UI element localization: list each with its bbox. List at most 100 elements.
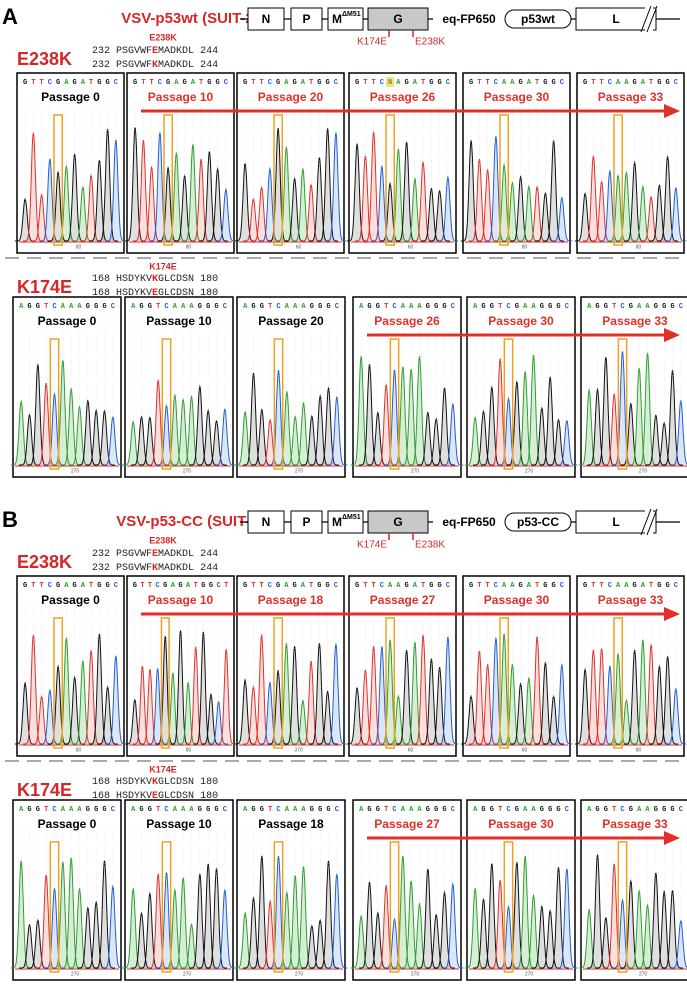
row-label: E238K <box>17 552 72 572</box>
mutation-highlight <box>617 338 628 470</box>
base-letter: G <box>243 582 247 590</box>
genome-break <box>645 507 653 537</box>
base-letter: C <box>679 806 683 814</box>
base-letter: A <box>285 806 290 814</box>
base-letter: G <box>214 303 218 311</box>
base-letter: T <box>649 79 653 87</box>
alignment-residue: E <box>152 46 158 57</box>
gene-superscript: ΔM51 <box>342 11 361 18</box>
peak <box>670 919 687 969</box>
chromatogram-frame <box>576 72 685 254</box>
base-letter: G <box>102 303 106 311</box>
base-letter: A <box>189 806 194 814</box>
passage-label: Passage 10 <box>146 817 212 831</box>
base-letter: G <box>148 806 152 814</box>
base-letter: C <box>164 303 168 311</box>
base-letter: G <box>367 303 371 311</box>
position-label: 270 <box>639 971 648 977</box>
base-letter: A <box>531 303 536 311</box>
mutation-highlight <box>613 114 623 246</box>
base-letter: A <box>301 582 306 590</box>
base-letter: G <box>260 806 264 814</box>
base-letter: C <box>674 582 678 590</box>
gene-label: L <box>612 12 619 26</box>
base-letter: G <box>260 303 264 311</box>
mutation-highlight <box>499 114 509 246</box>
base-letter: G <box>662 806 666 814</box>
mutation-marker: E238K <box>415 540 445 551</box>
base-letter: T <box>89 582 93 590</box>
base-letter: C <box>380 582 384 590</box>
base-letter: A <box>171 582 176 590</box>
base-letter: G <box>438 79 442 87</box>
passage-label: Passage 27 <box>370 593 436 607</box>
base-letter: A <box>131 303 136 311</box>
base-letter: A <box>417 303 422 311</box>
slash <box>646 5 658 33</box>
passage-label: Passage 26 <box>370 90 436 104</box>
base-letter: T <box>372 582 376 590</box>
base-letter: G <box>438 582 442 590</box>
base-letter: G <box>595 303 599 311</box>
base-letter: C <box>114 582 118 590</box>
base-letter: T <box>612 806 616 814</box>
base-letter: A <box>173 806 178 814</box>
alignment-post: MADKDL <box>158 563 194 574</box>
base-letter: G <box>23 79 27 87</box>
position-label: 270 <box>183 971 192 977</box>
alignment-pre: HSDYKV <box>116 274 152 285</box>
base-letter: G <box>243 79 247 87</box>
passage-label: Passage 30 <box>488 817 554 831</box>
position-label: 80 <box>76 747 82 753</box>
base-letter: A <box>523 806 528 814</box>
passage-label: Passage 20 <box>258 314 324 328</box>
base-letter: C <box>223 303 227 311</box>
base-letter: T <box>251 79 255 87</box>
base-letter: G <box>654 303 658 311</box>
slash <box>640 508 652 536</box>
base-letter: C <box>216 582 220 590</box>
position-label: 270 <box>525 971 534 977</box>
alignment-start: 232 <box>92 60 110 71</box>
base-letter: C <box>565 806 569 814</box>
alignment-post: MADKDL <box>158 46 194 57</box>
base-letter: C <box>334 582 338 590</box>
peak <box>551 662 573 745</box>
base-letter: G <box>326 582 330 590</box>
gene-label: L <box>612 515 619 529</box>
base-letter: T <box>40 582 44 590</box>
base-letter: A <box>293 303 298 311</box>
base-letter: A <box>531 806 536 814</box>
base-letter: G <box>429 79 433 87</box>
base-letter: A <box>641 79 646 87</box>
gene-label: eq-FP650 <box>442 515 496 529</box>
base-letter: T <box>31 79 35 87</box>
panel-label: B <box>2 507 18 532</box>
alignment-residue: E <box>152 549 158 560</box>
base-letter: G <box>426 806 430 814</box>
peak <box>670 399 687 466</box>
base-letter: C <box>674 79 678 87</box>
gene-box <box>367 510 429 534</box>
base-letter: C <box>158 79 162 87</box>
base-letter: A <box>396 79 401 87</box>
peak <box>657 656 678 745</box>
base-letter: A <box>401 303 406 311</box>
mutation-highlight <box>385 114 395 246</box>
position-label: 270 <box>71 971 80 977</box>
passage-label: Passage 0 <box>38 817 97 831</box>
genome-break <box>645 4 653 34</box>
gene-box <box>504 512 572 532</box>
alignment-pre: PSGVWF <box>116 563 152 574</box>
base-letter: C <box>268 582 272 590</box>
base-letter: A <box>359 303 364 311</box>
base-letter: G <box>556 806 560 814</box>
base-letter: A <box>243 303 248 311</box>
base-letter: C <box>52 303 56 311</box>
base-letter: T <box>141 79 145 87</box>
virus-title: VSV-p53-CC (SUIT-2) <box>116 513 264 530</box>
peak <box>97 129 118 242</box>
panel-label: A <box>2 4 18 29</box>
gene-label: M <box>332 515 342 529</box>
base-letter: G <box>198 806 202 814</box>
